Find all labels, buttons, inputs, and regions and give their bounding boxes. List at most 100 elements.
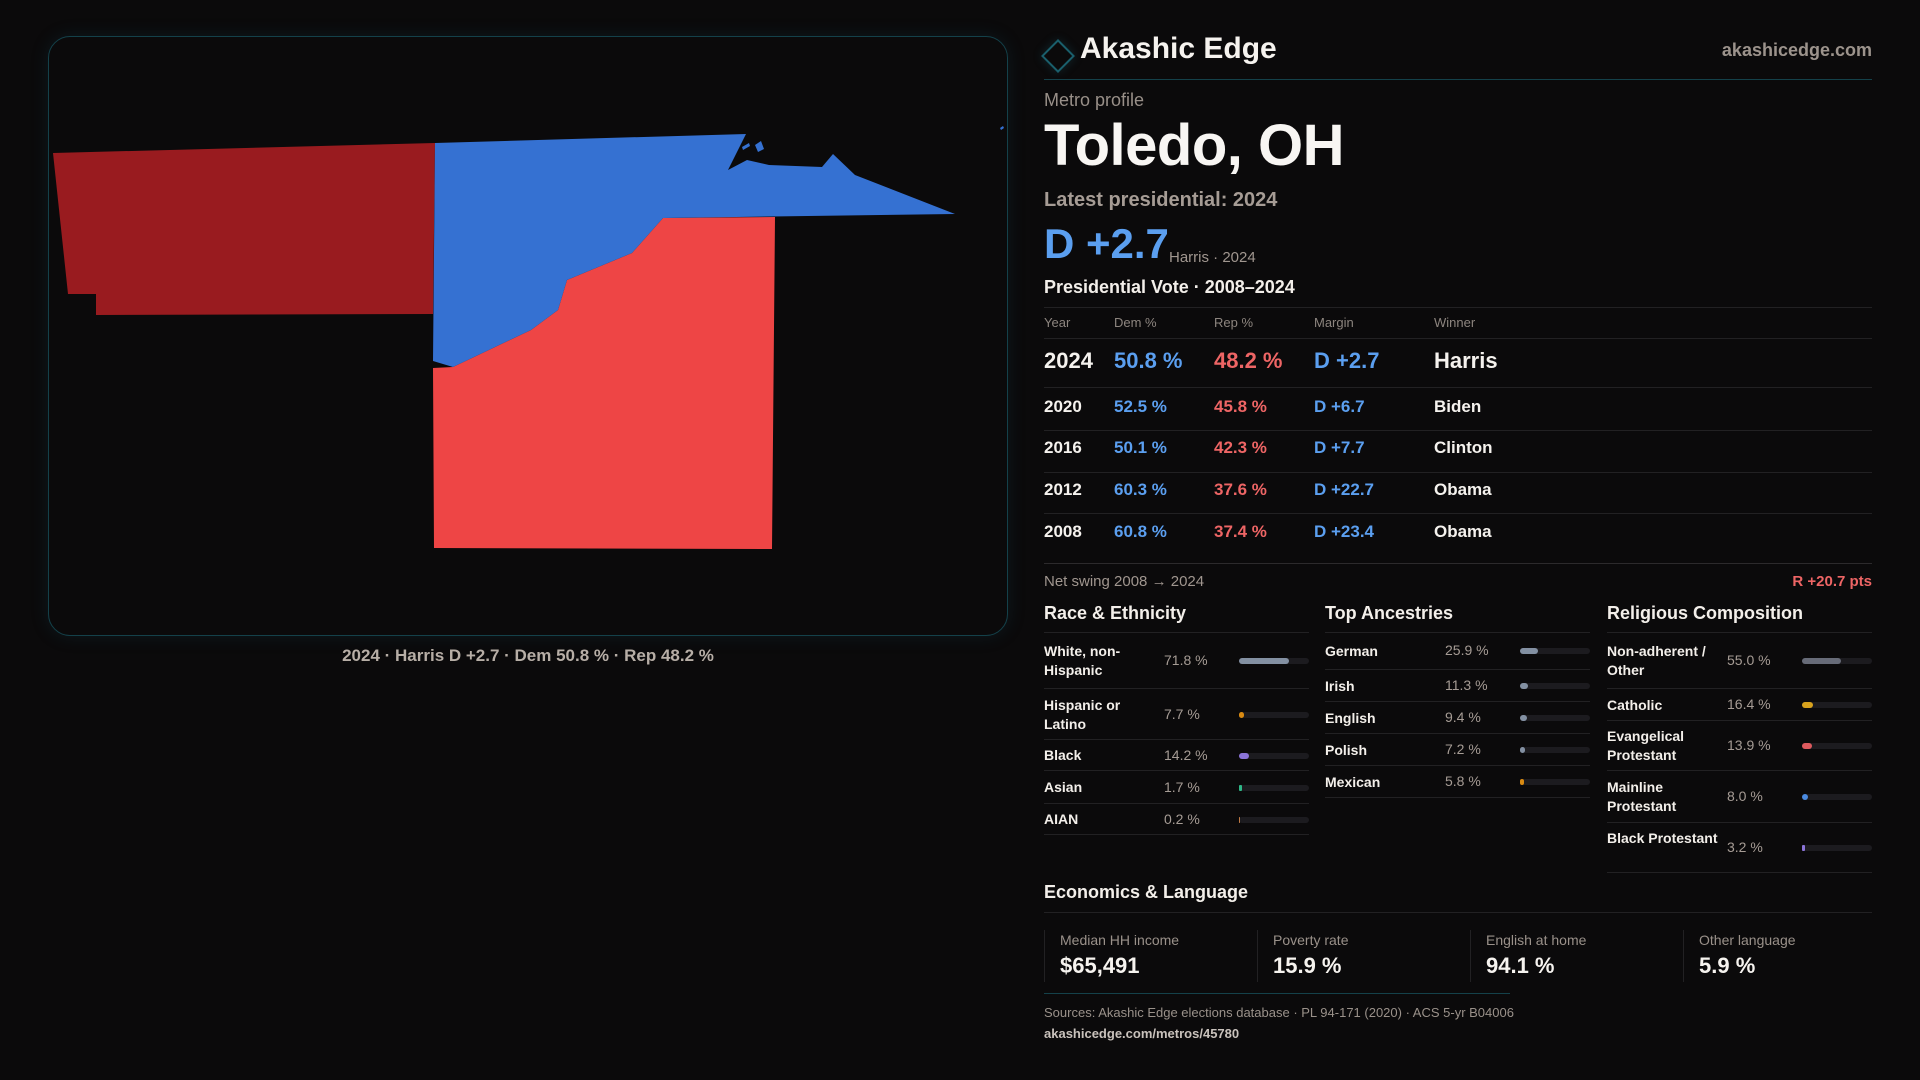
stat-value: $65,491 bbox=[1060, 953, 1140, 978]
row-label: Mexican bbox=[1325, 773, 1381, 790]
table-cell-margin: D +6.7 bbox=[1314, 397, 1365, 416]
header-divider bbox=[1044, 79, 1872, 80]
stat-value: 5.9 % bbox=[1699, 953, 1756, 978]
row-label: German bbox=[1325, 642, 1378, 659]
bar-track bbox=[1520, 715, 1590, 721]
bar-track bbox=[1520, 747, 1590, 753]
race-title: Race & Ethnicity bbox=[1044, 603, 1187, 623]
ancestry-row: Mexican 5.8 % bbox=[1325, 766, 1590, 798]
table-cell-winner: Obama bbox=[1434, 522, 1492, 541]
table-cell-year: 2024 bbox=[1044, 348, 1093, 373]
row-label: Evangelical Protestant bbox=[1607, 728, 1685, 763]
table-divider bbox=[1044, 387, 1872, 388]
stat-card: Poverty rate 15.9 % bbox=[1257, 930, 1470, 982]
page-title: Toledo, OH bbox=[1044, 113, 1345, 178]
bar-track bbox=[1239, 752, 1309, 759]
section-divider bbox=[1044, 912, 1872, 913]
stat-card: English at home 94.1 % bbox=[1470, 930, 1683, 982]
col-header-winner: Winner bbox=[1434, 315, 1476, 330]
map-panel[interactable] bbox=[48, 36, 1008, 636]
table-cell-winner: Clinton bbox=[1434, 438, 1493, 457]
diamond-icon bbox=[1041, 39, 1075, 73]
table-cell-dem: 60.8 % bbox=[1114, 522, 1167, 541]
map-region-lucas[interactable] bbox=[433, 134, 955, 367]
table-cell-dem: 50.1 % bbox=[1114, 438, 1167, 457]
col-header-rep: Rep % bbox=[1214, 315, 1254, 330]
bar-track bbox=[1802, 743, 1872, 749]
row-value: 3.2 % bbox=[1727, 839, 1763, 855]
table-cell-winner: Biden bbox=[1434, 397, 1482, 416]
row-value: 0.2 % bbox=[1164, 810, 1200, 827]
row-label: Black bbox=[1044, 747, 1082, 763]
profile-panel: Akashic Edge akashicedge.com Metro profi… bbox=[1041, 0, 1872, 1080]
bar-track bbox=[1520, 779, 1590, 785]
table-cell-rep: 42.3 % bbox=[1214, 438, 1267, 457]
religion-title: Religious Composition bbox=[1607, 603, 1803, 623]
row-label: Irish bbox=[1325, 677, 1355, 694]
row-value: 9.4 % bbox=[1445, 709, 1481, 725]
bar-track bbox=[1239, 711, 1309, 718]
county-map[interactable] bbox=[48, 36, 1008, 636]
bar-fill bbox=[1802, 702, 1814, 708]
stat-label: Median HH income bbox=[1060, 932, 1180, 948]
bar-fill bbox=[1239, 752, 1249, 759]
row-label: AIAN bbox=[1044, 811, 1079, 827]
latest-margin: D +2.7 bbox=[1044, 220, 1169, 267]
religion-row: Black Protestant 3.2 % bbox=[1607, 823, 1872, 873]
row-value: 7.2 % bbox=[1445, 741, 1481, 757]
stat-value: 94.1 % bbox=[1486, 953, 1555, 978]
row-value: 11.3 % bbox=[1445, 677, 1488, 693]
table-cell-margin: D +2.7 bbox=[1314, 348, 1380, 373]
bar-fill bbox=[1239, 711, 1245, 718]
bar-fill bbox=[1802, 794, 1808, 800]
table-cell-rep: 37.4 % bbox=[1214, 522, 1267, 541]
religion-row: Catholic 16.4 % bbox=[1607, 689, 1872, 721]
map-region-west[interactable] bbox=[53, 143, 435, 315]
table-cell-rep: 48.2 % bbox=[1214, 348, 1283, 373]
presidential-vote-title: Presidential Vote · 2008–2024 bbox=[1044, 277, 1295, 297]
row-value: 71.8 % bbox=[1164, 651, 1208, 668]
table-divider bbox=[1044, 338, 1872, 339]
row-value: 13.9 % bbox=[1727, 737, 1771, 753]
permalink[interactable]: akashicedge.com/metros/45780 bbox=[1044, 1026, 1240, 1041]
bar-fill bbox=[1520, 747, 1526, 753]
bar-fill bbox=[1239, 784, 1242, 791]
map-island bbox=[742, 143, 750, 150]
map-region-wood[interactable] bbox=[433, 217, 775, 549]
ancestry-row: Polish 7.2 % bbox=[1325, 734, 1590, 766]
row-label: Hispanic or Latino bbox=[1044, 696, 1121, 732]
religion-row: Mainline Protestant 8.0 % bbox=[1607, 771, 1872, 823]
sources-note: Sources: Akashic Edge elections database… bbox=[1044, 1005, 1514, 1020]
stat-card: Median HH income $65,491 bbox=[1044, 930, 1257, 982]
bar-fill bbox=[1520, 779, 1525, 785]
row-label: English bbox=[1325, 709, 1376, 726]
table-cell-year: 2008 bbox=[1044, 522, 1082, 541]
site-link[interactable]: akashicedge.com bbox=[1721, 40, 1872, 60]
section-divider bbox=[1044, 632, 1309, 633]
table-divider bbox=[1044, 430, 1872, 431]
row-value: 7.7 % bbox=[1164, 705, 1200, 722]
table-divider bbox=[1044, 472, 1872, 473]
table-cell-margin: D +7.7 bbox=[1314, 438, 1365, 457]
row-value: 25.9 % bbox=[1445, 642, 1489, 658]
stat-value: 15.9 % bbox=[1273, 953, 1342, 978]
bar-fill bbox=[1802, 743, 1812, 749]
bar-track bbox=[1239, 784, 1309, 791]
bar-track bbox=[1239, 816, 1309, 823]
eyebrow-label: Metro profile bbox=[1044, 90, 1145, 110]
table-divider bbox=[1044, 563, 1872, 564]
row-value: 16.4 % bbox=[1727, 696, 1771, 712]
bar-track bbox=[1802, 657, 1872, 664]
brand-name: Akashic Edge bbox=[1080, 32, 1277, 65]
stat-label: Poverty rate bbox=[1273, 932, 1349, 948]
row-value: 1.7 % bbox=[1164, 778, 1200, 795]
table-cell-dem: 60.3 % bbox=[1114, 480, 1167, 499]
table-cell-margin: D +22.7 bbox=[1314, 480, 1375, 499]
latest-presidential-label: Latest presidential: 2024 bbox=[1044, 189, 1278, 211]
race-row: Asian 1.7 % bbox=[1044, 771, 1309, 804]
religion-row: Non-adherent / Other 55.0 % bbox=[1607, 632, 1872, 689]
bar-fill bbox=[1520, 683, 1528, 689]
race-row: AIAN 0.2 % bbox=[1044, 804, 1309, 835]
bar-fill bbox=[1520, 648, 1539, 654]
col-header-year: Year bbox=[1044, 315, 1071, 330]
